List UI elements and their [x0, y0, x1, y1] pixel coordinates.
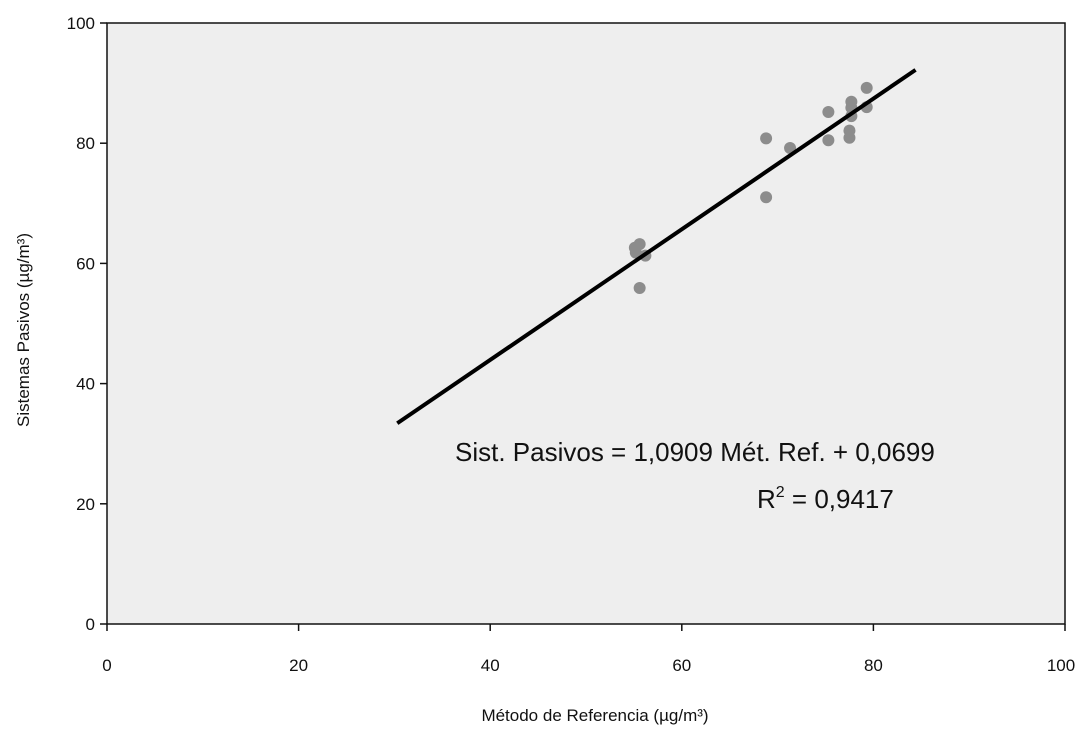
y-tick-label: 100	[67, 14, 95, 33]
r-squared-prefix: R	[757, 484, 776, 514]
y-tick-label: 80	[76, 134, 95, 153]
x-tick-label: 20	[289, 656, 308, 675]
y-axis-ticks: 0 20 40 60 80 100	[67, 14, 107, 634]
y-tick-label: 40	[76, 375, 95, 394]
regression-equation: Sist. Pasivos = 1,0909 Mét. Ref. + 0,069…	[455, 437, 935, 467]
data-point	[633, 282, 646, 295]
data-points	[628, 81, 873, 295]
x-tick-label: 100	[1047, 656, 1075, 675]
trend-line	[396, 68, 917, 425]
data-point	[822, 134, 835, 147]
x-axis-title: Método de Referencia (µg/m³)	[481, 706, 708, 725]
r-squared-annotation: R2 = 0,9417	[757, 484, 894, 514]
x-tick-label: 60	[672, 656, 691, 675]
x-tick-label: 0	[102, 656, 111, 675]
plot-area	[106, 22, 1066, 625]
y-tick-label: 20	[76, 495, 95, 514]
r-squared-value: = 0,9417	[785, 484, 894, 514]
y-tick-label: 60	[76, 254, 95, 273]
data-point	[822, 105, 835, 118]
data-point	[843, 131, 856, 144]
data-point	[629, 246, 642, 259]
y-axis-title: Sistemas Pasivos (µg/m³)	[14, 233, 33, 427]
y-tick-label: 0	[86, 615, 95, 634]
data-point	[860, 81, 873, 94]
data-point	[760, 132, 773, 145]
data-point	[760, 191, 773, 204]
x-tick-label: 40	[481, 656, 500, 675]
x-axis-ticks: 0 20 40 60 80 100	[102, 624, 1075, 675]
x-tick-label: 80	[864, 656, 883, 675]
r-squared-superscript: 2	[776, 484, 785, 501]
